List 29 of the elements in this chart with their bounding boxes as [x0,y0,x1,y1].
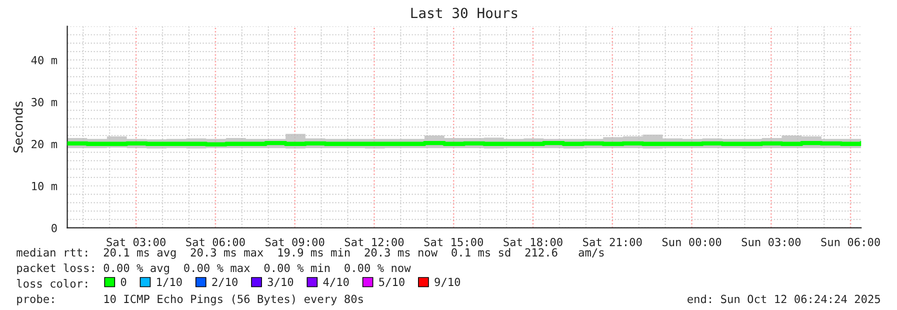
text: loss color: [17,279,88,288]
x-tick-label: Sat 06:00 [186,238,245,246]
legend-label: 3/10 [268,278,294,287]
text: probe: 10 ICMP Echo Pings (56 Bytes) every 80s [17,294,363,306]
x-tick-label: Sat 21:00 [583,238,642,246]
x-tick-label: Sun 03:00 [742,238,801,246]
legend-label: 1/10 [157,278,182,287]
legend-label: 2/10 [212,278,238,287]
x-tick-label: Sat 15:00 [424,238,483,246]
x-tick-label: Sun 06:00 [821,238,880,246]
text: end: Sun Oct 12 06:24:24 2025 [688,294,880,304]
x-tick-label: Sun 00:00 [662,238,722,246]
x-tick-label: Sat 09:00 [265,238,324,246]
y-tick-label: 20 m [32,140,58,148]
chart-title: Last 30 Hours [411,8,518,18]
legend-label: 9/10 [434,278,460,287]
y-tick-label: 0 [52,224,57,232]
y-tick-label: 40 m [31,56,58,64]
text: packet loss: 0.00 % avg 0.00 % max 0.00 % min 0.00 % now [17,263,411,274]
y-tick-label: 30 m [32,98,58,106]
x-tick-label: Sat 18:00 [504,238,562,246]
legend-label: 0 [120,278,126,286]
x-tick-label: Sat 03:00 [106,238,166,246]
x-tick-label: Sat 12:00 [344,238,404,246]
legend-label: 4/10 [323,278,349,287]
y-axis-title: Seconds [13,101,23,153]
y-tick-label: 10 m [32,182,58,190]
legend-label: 5/10 [379,278,404,287]
text: median rtt: 20.1 ms avg 20.3 ms max 19.9 ms min 20.3 ms now 0.1 ms sd 212.6 am/s [16,248,604,259]
